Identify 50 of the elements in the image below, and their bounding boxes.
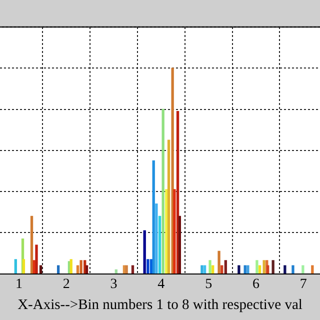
bar (284, 265, 286, 274)
bar (262, 260, 266, 274)
bar (150, 259, 153, 274)
bar (152, 160, 155, 274)
bar (39, 265, 42, 274)
bar (256, 260, 258, 274)
bar (258, 265, 262, 274)
bar (224, 260, 227, 274)
x-tick-label: 5 (205, 276, 212, 292)
bar (56, 265, 60, 274)
bar (158, 216, 162, 274)
bar (131, 265, 134, 274)
bar (208, 260, 212, 274)
x-tick-label: 3 (110, 276, 118, 292)
x-tick-label: 1 (15, 276, 22, 292)
x-tick-label: 2 (62, 276, 70, 292)
bar (212, 265, 214, 274)
x-tick-label: 7 (300, 276, 307, 292)
bar (22, 259, 26, 274)
x-axis-title: X-Axis-->Bin numbers 1 to 8 with respective val (18, 297, 302, 314)
bar (165, 189, 168, 274)
bar (30, 216, 34, 274)
x-tick-label: 4 (158, 276, 165, 292)
bar (14, 259, 17, 274)
bar (155, 204, 158, 274)
bar (218, 250, 220, 274)
bar (272, 260, 274, 274)
bar (238, 265, 240, 274)
bar (146, 259, 150, 274)
bar (85, 265, 88, 274)
bar (178, 216, 182, 274)
bar (171, 68, 174, 274)
bar (246, 265, 250, 274)
bar (302, 265, 304, 274)
bar (311, 265, 314, 274)
bar (80, 260, 82, 274)
bar (173, 189, 176, 274)
bar (220, 265, 224, 274)
bar (162, 108, 164, 274)
bar (76, 265, 80, 274)
bar (292, 265, 294, 274)
bar (167, 140, 170, 274)
bar (203, 265, 206, 274)
bar (244, 265, 246, 274)
bar (35, 244, 38, 274)
bar (200, 265, 204, 274)
bar (143, 230, 146, 274)
bar (266, 265, 270, 274)
x-tick-label: 6 (252, 276, 260, 292)
bar (125, 265, 128, 274)
